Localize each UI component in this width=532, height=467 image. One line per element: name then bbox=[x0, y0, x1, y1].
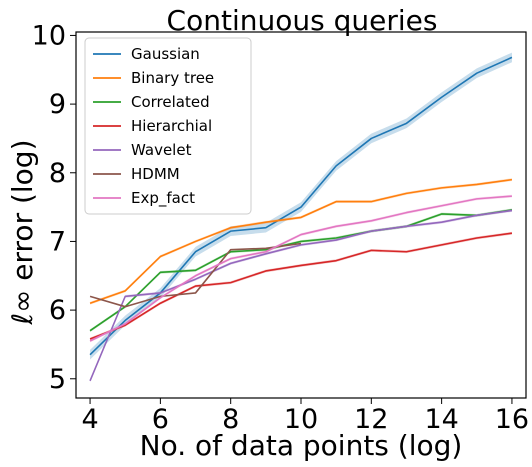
legend-item-label: Exp_fact bbox=[131, 189, 195, 208]
series-band-2 bbox=[90, 208, 512, 333]
legend-item-label: HDMM bbox=[131, 165, 180, 183]
legend-item-label: Binary tree bbox=[131, 69, 214, 87]
series-line-1 bbox=[89, 178, 513, 304]
y-axis-label: ℓ∞ error (log) bbox=[6, 139, 39, 325]
axis-ticks: 4 6 8 10 12 14 16 5 6 7 8 9 10 bbox=[32, 20, 529, 435]
series-line-6 bbox=[89, 195, 512, 342]
y-tick-label: 8 bbox=[49, 158, 66, 189]
x-axis-label: No. of data points (log) bbox=[140, 429, 463, 462]
legend-box bbox=[84, 37, 252, 215]
series-band-3 bbox=[90, 231, 512, 341]
series-line-4 bbox=[89, 209, 513, 382]
x-tick-label: 16 bbox=[495, 404, 529, 435]
y-tick-label: 10 bbox=[32, 20, 66, 51]
legend-item-label: Hierarchial bbox=[131, 117, 212, 135]
legend-item-label: Correlated bbox=[131, 93, 210, 111]
series-line-5 bbox=[89, 242, 302, 308]
y-tick-label: 9 bbox=[49, 89, 66, 120]
legend-item-label: Wavelet bbox=[131, 141, 192, 159]
series-line-2 bbox=[89, 209, 513, 332]
series-line-3 bbox=[89, 232, 513, 340]
x-tick-label: 6 bbox=[152, 404, 169, 435]
x-tick-label: 10 bbox=[284, 404, 318, 435]
legend-item-label: Gaussian bbox=[131, 45, 200, 63]
plot-area bbox=[89, 52, 513, 383]
x-tick-label: 12 bbox=[354, 404, 388, 435]
y-tick-label: 5 bbox=[49, 364, 66, 395]
x-tick-label: 14 bbox=[424, 404, 458, 435]
x-tick-label: 8 bbox=[222, 404, 239, 435]
y-tick-label: 6 bbox=[49, 295, 66, 326]
y-tick-label: 7 bbox=[49, 226, 66, 257]
x-tick-label: 4 bbox=[81, 404, 98, 435]
legend: Gaussian Binary tree Correlated Hierarchial… bbox=[84, 37, 252, 215]
